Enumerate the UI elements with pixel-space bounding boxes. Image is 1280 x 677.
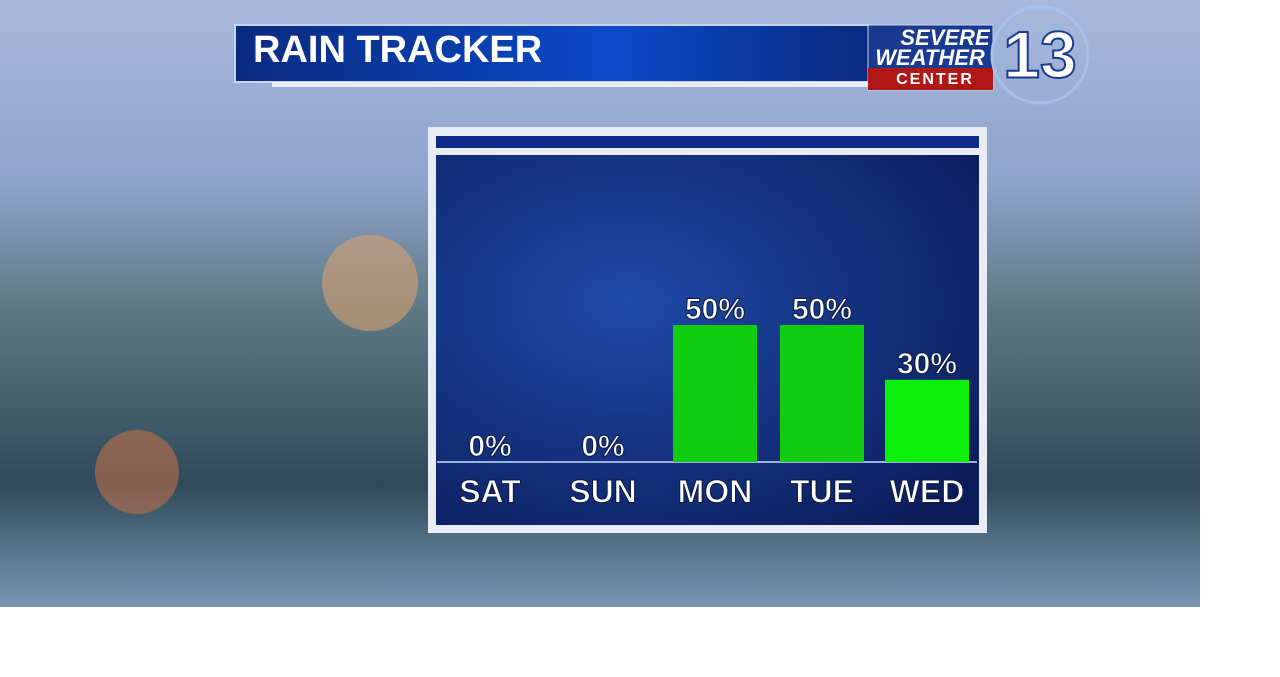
bokeh	[322, 235, 418, 331]
x-tick-label: MON	[678, 473, 753, 509]
logo-text: SEVERE	[900, 25, 991, 50]
value-label: 50%	[792, 293, 852, 326]
value-label: 30%	[897, 348, 957, 381]
banner-underline	[272, 82, 870, 87]
title: RAIN TRACKER	[253, 29, 542, 71]
value-label: 0%	[468, 430, 511, 463]
x-tick-label: TUE	[790, 473, 854, 509]
logo-text: CENTER	[896, 71, 974, 88]
bokeh	[95, 430, 179, 514]
bar	[673, 325, 757, 462]
value-label: 50%	[685, 293, 745, 326]
x-tick-label: SUN	[569, 473, 637, 509]
x-tick-label: WED	[890, 473, 965, 509]
bar	[780, 325, 864, 462]
value-label: 0%	[581, 430, 624, 463]
panel-stripe	[436, 136, 979, 148]
bar	[885, 379, 969, 462]
title-banner	[234, 24, 871, 83]
logo-text: WEATHER	[875, 45, 985, 70]
logo-red	[868, 68, 993, 90]
logo-number: 13	[1003, 17, 1076, 91]
logo-ring	[990, 5, 1090, 105]
x-tick-label: SAT	[459, 473, 521, 509]
